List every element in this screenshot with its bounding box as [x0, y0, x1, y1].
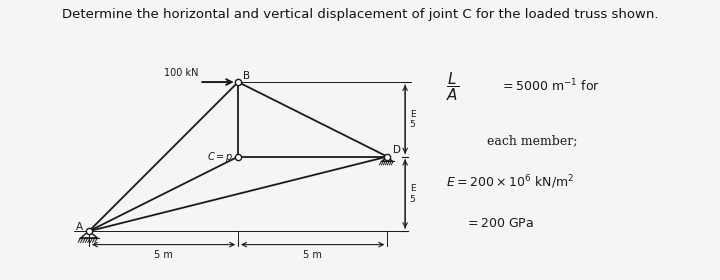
Text: A: A [76, 222, 83, 232]
Text: 5 m: 5 m [303, 250, 322, 260]
Text: $C = p$: $C = p$ [207, 150, 233, 164]
Text: $= 5000\ \mathrm{m}^{-1}\ \mathrm{for}$: $= 5000\ \mathrm{m}^{-1}\ \mathrm{for}$ [500, 78, 600, 94]
Text: $\dfrac{L}{A}$: $\dfrac{L}{A}$ [446, 70, 459, 102]
Text: 5 m: 5 m [154, 250, 173, 260]
Text: E
5: E 5 [410, 184, 415, 204]
Text: 100 kN: 100 kN [164, 69, 199, 78]
Text: $= 200\ \mathrm{GPa}$: $= 200\ \mathrm{GPa}$ [465, 217, 534, 230]
Text: B: B [243, 71, 251, 81]
Text: $E = 200 \times 10^6\ \mathrm{kN/m}^2$: $E = 200 \times 10^6\ \mathrm{kN/m}^2$ [446, 174, 574, 191]
Text: E
5: E 5 [410, 110, 415, 129]
Text: Determine the horizontal and vertical displacement of joint C for the loaded tru: Determine the horizontal and vertical di… [62, 8, 658, 21]
Text: each member;: each member; [487, 135, 577, 148]
Text: D: D [392, 145, 400, 155]
